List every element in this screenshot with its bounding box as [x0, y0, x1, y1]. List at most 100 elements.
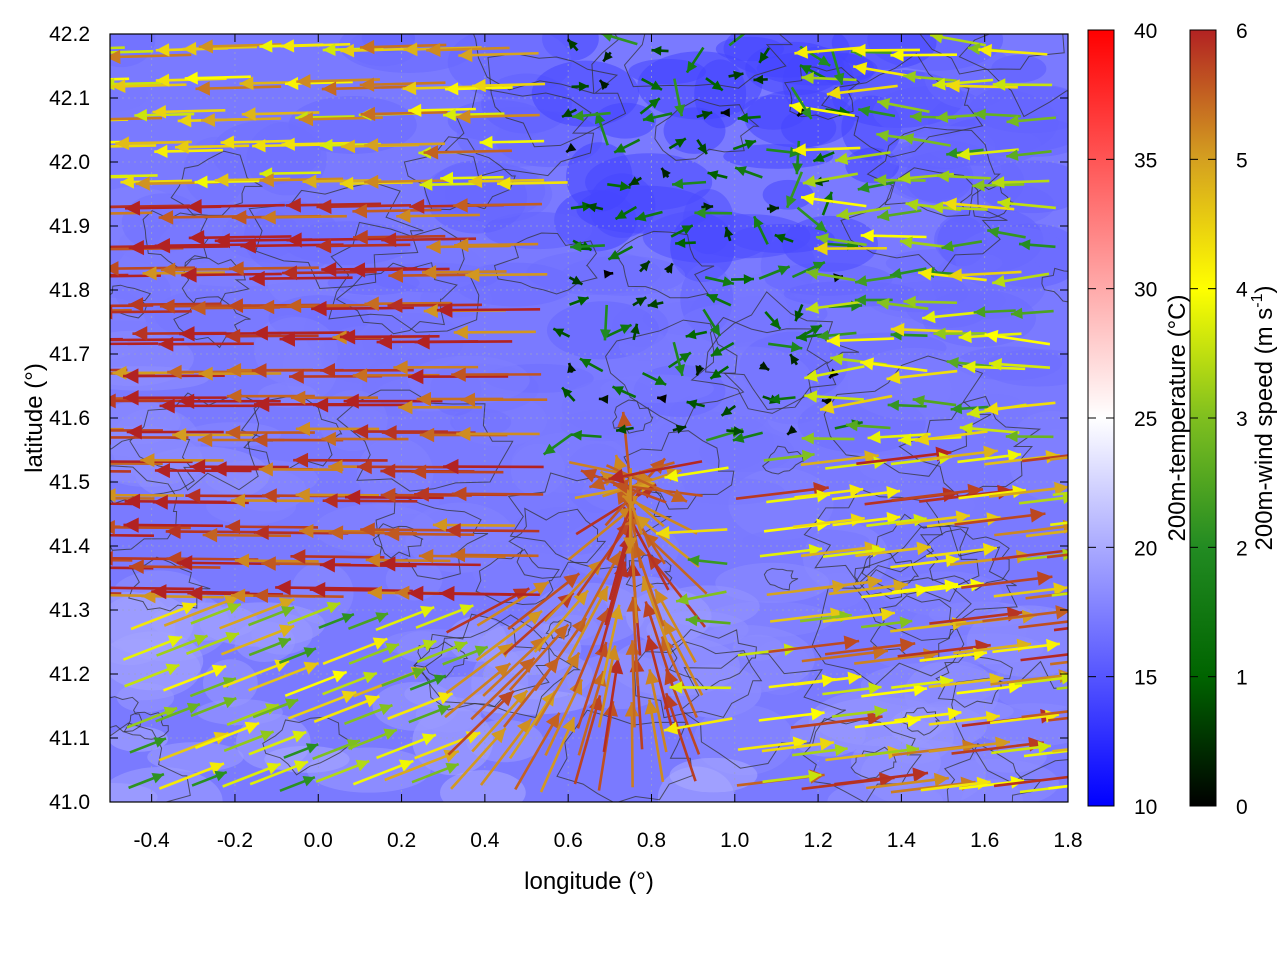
wind-vector-head: [1053, 582, 1068, 596]
wind-vector-head: [332, 330, 347, 345]
temperature-patch: [566, 653, 671, 710]
wind-vector-head: [816, 489, 830, 503]
wind-vector-head: [380, 487, 396, 503]
wind-vector-head: [843, 635, 860, 651]
wind-vector-head: [151, 772, 164, 784]
wind-vector-head: [672, 178, 684, 190]
wind-vector-head: [211, 664, 227, 677]
wind-vector-head: [320, 363, 336, 378]
wind-vector-head: [789, 100, 804, 114]
contour-line: [690, 316, 829, 414]
wind-vector: [110, 592, 122, 595]
wind-vector-head: [543, 443, 556, 455]
wind-vector-head: [645, 669, 660, 685]
wind-vector: [612, 483, 703, 498]
wind-vector-head: [153, 737, 166, 748]
wind-vector-head: [647, 299, 659, 309]
wind-vector-head: [758, 361, 770, 370]
y-tick-label: 42.2: [49, 23, 90, 46]
wind-vector-head: [956, 147, 971, 161]
wind-vector-head: [813, 241, 828, 256]
wind-vector-head: [769, 318, 781, 329]
wind-vector-head: [426, 239, 441, 254]
wind-vector-head: [443, 458, 459, 475]
wind-vector-head: [642, 112, 655, 123]
wind-vector: [768, 639, 860, 654]
wind-vector-head: [877, 97, 891, 110]
wind-vector-head: [439, 585, 455, 602]
wind-vector-head: [519, 657, 535, 674]
contour-line: [958, 34, 1068, 118]
wind-vector-head: [110, 393, 116, 409]
wind-vector-head: [418, 548, 434, 564]
wind-vector-head: [790, 341, 803, 353]
wind-vector-head: [423, 145, 439, 160]
wind-vector-head: [789, 146, 801, 158]
contour-line: [783, 65, 861, 120]
wind-vector-head: [946, 147, 958, 159]
wind-vector-head: [853, 62, 868, 76]
wind-vector-head: [177, 113, 192, 128]
wind-vector-head: [932, 77, 946, 91]
wind-vector-head: [983, 445, 998, 460]
wind-vector-head: [1006, 114, 1019, 127]
wind-vector-head: [735, 166, 747, 177]
wind-vector: [128, 245, 229, 250]
wind-vector-head: [252, 139, 266, 153]
wind-vector-head: [360, 522, 375, 537]
wind-vector-head: [253, 588, 269, 603]
wind-vector: [414, 340, 513, 344]
y-tick-label: 41.0: [49, 791, 90, 814]
wind-vector: [110, 342, 159, 346]
wind-vector: [450, 553, 539, 558]
wind-vector-head: [362, 671, 377, 684]
wind-vector-head: [37, 200, 52, 215]
wind-vector-head: [936, 170, 950, 183]
wind-vector: [1056, 686, 1068, 691]
wind-vector: [158, 342, 254, 346]
wind-vector-head: [453, 641, 468, 653]
wind-vector-head: [774, 233, 786, 243]
wind-vector-head: [190, 300, 206, 316]
wind-vector-head: [826, 86, 841, 100]
temperature-patch: [969, 83, 1068, 134]
wind-vector-head: [408, 369, 424, 385]
temperature-patch: [110, 459, 200, 484]
wind-vector-head: [1010, 307, 1023, 320]
wind-vector-head: [663, 263, 673, 274]
x-tick-label: 0.8: [637, 829, 666, 852]
wind-vector-head: [991, 176, 1005, 189]
wind-vector: [1018, 620, 1068, 629]
wind-vector-head: [855, 275, 868, 287]
wind-vector-head: [579, 358, 592, 369]
wind-vector-head: [810, 707, 825, 721]
wind-vector-head: [154, 237, 171, 254]
wind-vector-head: [28, 585, 43, 600]
wind-vector-head: [316, 199, 332, 215]
contour-line: [472, 34, 621, 95]
x-tick-label: 0.4: [470, 829, 500, 852]
wind-vector-head: [110, 580, 111, 596]
wind-vector-head: [223, 595, 240, 609]
wind-vector-head: [367, 585, 382, 600]
wind-vector-head: [661, 168, 671, 179]
wind-vector-head: [184, 71, 198, 85]
wind-vector-head: [195, 81, 210, 96]
wind-vector-head: [303, 647, 317, 658]
wind-vector-head: [193, 634, 208, 646]
wind-vector-head: [285, 76, 299, 90]
wind-vector-head: [211, 461, 227, 477]
wind-vector-head: [967, 42, 981, 55]
wind-vector-head: [309, 581, 326, 598]
wind-vector-head: [566, 142, 577, 153]
contour-line: [960, 183, 1014, 219]
wind-vector-head: [284, 698, 299, 710]
wind-vector-head: [201, 113, 216, 128]
wind-vector-head: [874, 705, 888, 718]
wind-vector-head: [681, 225, 693, 235]
wind-vector-head: [414, 486, 429, 502]
temperature-patch: [678, 478, 785, 505]
wind-vector-head: [160, 262, 176, 277]
wind-vector-head: [411, 464, 427, 480]
wind-vector-head: [380, 556, 396, 572]
